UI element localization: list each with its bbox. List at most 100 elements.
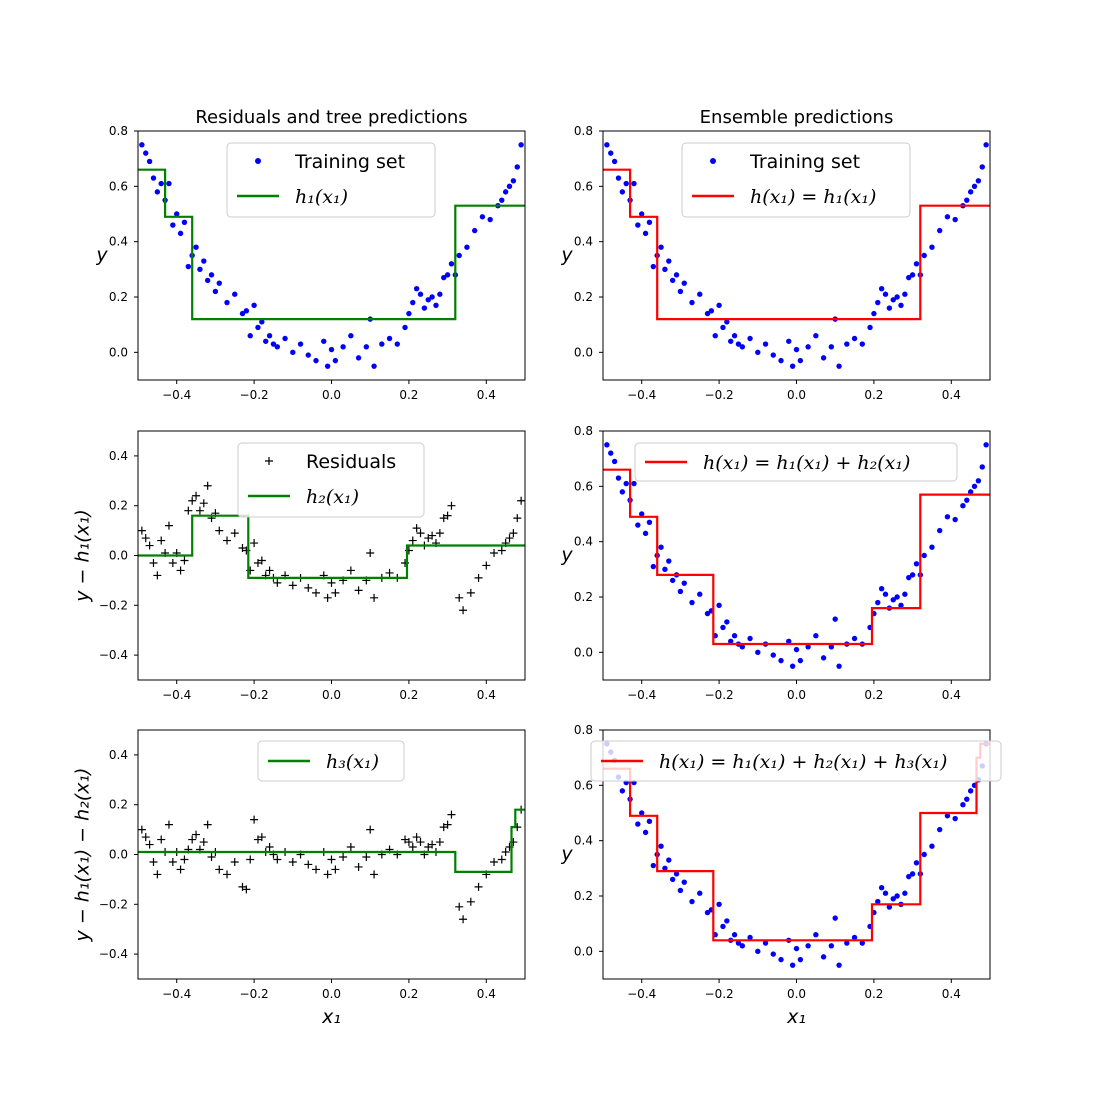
training-point: [681, 280, 687, 286]
training-point: [697, 291, 703, 297]
training-point: [878, 286, 885, 292]
training-point: [902, 591, 908, 597]
training-point: [697, 890, 703, 896]
training-point: [747, 335, 753, 342]
training-point: [936, 227, 943, 234]
residual-point: [192, 830, 201, 839]
training-point: [728, 638, 734, 644]
residual-point: [323, 593, 332, 602]
subplot-p6: −0.4 −0.2 0.0 0.2 0.4 0.0 0.2 0.4 0.6 0.8 y x₁ h(x₁)…: [560, 723, 1002, 1028]
training-point: [441, 274, 447, 281]
training-point: [894, 294, 900, 300]
training-point: [739, 943, 746, 949]
x-tick-label: −0.2: [240, 987, 269, 1001]
residual-point: [242, 885, 251, 894]
training-point: [611, 158, 618, 165]
legend-label: h₁(x₁): [295, 186, 348, 208]
training-point: [251, 302, 257, 308]
training-point: [983, 442, 989, 448]
training-point: [274, 344, 281, 350]
residual-point: [192, 491, 201, 500]
x-tick-label: −0.4: [162, 688, 191, 702]
training-point: [639, 810, 645, 816]
training-point: [514, 164, 520, 170]
training-point: [964, 497, 970, 503]
training-point: [487, 216, 493, 223]
x-tick-label: 0.0: [787, 388, 806, 402]
training-point: [913, 261, 920, 267]
training-point: [878, 586, 885, 592]
residual-point: [215, 865, 224, 874]
residual-point: [223, 536, 232, 545]
training-point: [720, 923, 726, 930]
x-tick-label: −0.4: [162, 987, 191, 1001]
residual-point: [257, 556, 266, 565]
residual-point: [327, 578, 336, 587]
y-tick-label: 0.4: [574, 235, 593, 249]
residual-point: [195, 506, 204, 515]
y-tick-label: −0.2: [99, 897, 128, 911]
training-point: [363, 344, 370, 350]
training-point: [836, 962, 842, 968]
y-axis-label: y: [560, 244, 573, 266]
x-tick-label: −0.2: [705, 388, 734, 402]
training-point: [770, 951, 776, 957]
training-point: [724, 319, 730, 325]
training-point: [270, 341, 277, 347]
residual-point: [435, 529, 444, 538]
x-tick-label: 0.4: [477, 987, 496, 1001]
training-point: [747, 635, 753, 642]
residual-point: [184, 506, 193, 515]
training-point: [828, 943, 835, 949]
training-point: [832, 616, 838, 622]
training-point: [421, 305, 428, 311]
residual-point: [250, 539, 259, 548]
data-points: [138, 805, 525, 924]
training-point: [716, 602, 722, 608]
training-point: [406, 310, 412, 317]
y-axis-label: y: [560, 843, 573, 865]
training-point: [677, 887, 684, 894]
training-point: [646, 818, 653, 824]
training-point: [673, 272, 680, 278]
legend: Training set h₁(x₁): [226, 142, 436, 218]
training-point: [720, 624, 726, 631]
training-point: [875, 599, 881, 606]
training-point: [793, 646, 800, 653]
training-point: [650, 563, 657, 570]
subplot-title: Residuals and tree predictions: [195, 107, 467, 128]
legend-label: h(x₁) = h₁(x₁) + h₂(x₁): [703, 452, 910, 474]
legend-label: h(x₁) = h₁(x₁): [750, 186, 876, 208]
residual-point: [203, 481, 212, 490]
training-point: [662, 266, 668, 273]
residual-point: [138, 526, 146, 535]
training-point: [971, 483, 978, 490]
y-tick-label: 0.2: [574, 889, 593, 903]
x-tick-label: 0.2: [399, 388, 418, 402]
residual-point: [354, 586, 363, 595]
training-point: [936, 826, 943, 833]
residual-point: [304, 583, 313, 592]
residual-point: [366, 825, 375, 834]
training-point: [921, 252, 927, 259]
residual-point: [466, 588, 475, 597]
training-point: [878, 885, 885, 891]
y-tick-label: 0.0: [574, 645, 593, 659]
training-point: [820, 655, 827, 661]
y-tick-label: 0.4: [109, 449, 128, 463]
training-point: [886, 305, 893, 311]
training-point: [793, 945, 800, 952]
x-tick-label: 0.2: [399, 987, 418, 1001]
x-tick-label: 0.0: [322, 987, 341, 1001]
training-point: [882, 591, 889, 597]
training-point: [305, 352, 311, 358]
residual-point: [505, 534, 514, 543]
residual-point: [482, 561, 491, 570]
training-point: [778, 956, 784, 963]
residual-point: [215, 526, 224, 535]
training-point: [646, 519, 653, 525]
training-point: [232, 291, 238, 297]
training-point: [909, 572, 916, 578]
training-point: [669, 876, 676, 883]
training-point: [836, 363, 842, 369]
